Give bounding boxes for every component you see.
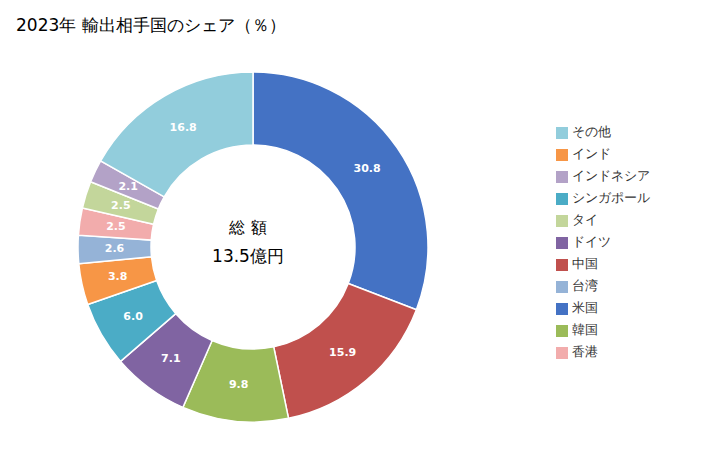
html-text:総 額: 総 額 (229, 218, 267, 237)
html-text:2023年 輸出相手国のシェア（％）: 2023年 輸出相手国のシェア（％） (16, 15, 286, 35)
svg-text:2.5: 2.5 (111, 199, 131, 212)
svg-text:30.8: 30.8 (354, 162, 381, 175)
svg-text:2.6: 2.6 (105, 242, 125, 255)
html-text:インドネシア: インドネシア (572, 168, 650, 183)
svg-text:2.5: 2.5 (106, 220, 126, 233)
html-text:台湾: 台湾 (572, 278, 598, 293)
html-text:タイ: タイ (572, 212, 598, 227)
html-text:香港: 香港 (572, 344, 598, 359)
html-text:米国: 米国 (572, 300, 598, 315)
svg-text:16.8: 16.8 (170, 121, 197, 134)
html-text:インド: インド (572, 146, 611, 161)
svg-text:3.8: 3.8 (108, 270, 128, 283)
html-text:13.5億円: 13.5億円 (212, 246, 284, 266)
html-text:ドイツ: ドイツ (572, 234, 611, 249)
html-text:韓国: 韓国 (572, 322, 598, 337)
svg-text:6.0: 6.0 (123, 310, 143, 323)
html-text:その他: その他 (572, 124, 611, 139)
svg-text:9.8: 9.8 (229, 378, 249, 391)
html-text:シンガポール: シンガポール (572, 190, 650, 205)
html-text:中国: 中国 (572, 256, 598, 271)
svg-text:7.1: 7.1 (161, 352, 181, 365)
svg-text:15.9: 15.9 (329, 346, 356, 359)
svg-text:2.1: 2.1 (118, 180, 138, 193)
